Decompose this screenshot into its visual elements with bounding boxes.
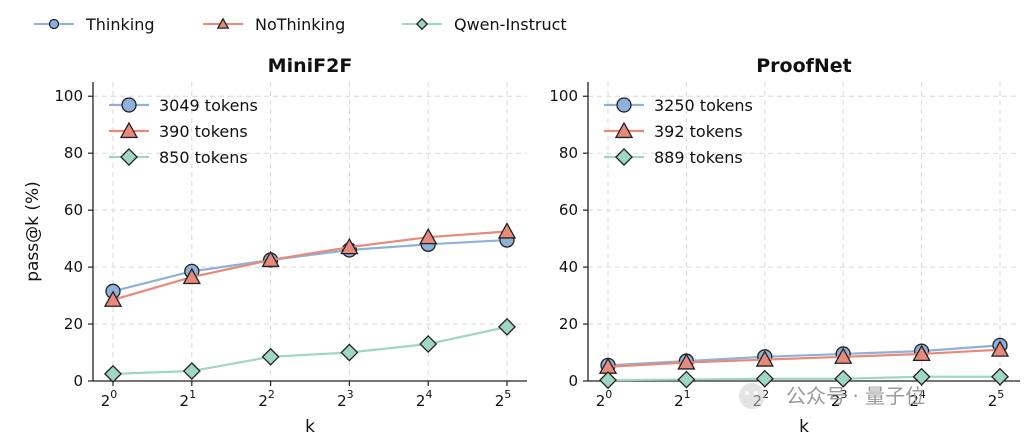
legend-label-0: Thinking [85, 15, 155, 34]
legend-label-1: NoThinking [255, 15, 345, 34]
panel-legend-label: 392 tokens [654, 122, 743, 141]
y-tick-label: 80 [559, 144, 578, 162]
panel-legend-label: 3049 tokens [159, 96, 258, 115]
data-point-qwen-instruct [755, 369, 774, 388]
x-tick-label: 25 [495, 388, 512, 410]
data-point-nothinking [755, 350, 774, 367]
x-tick-label: 21 [180, 388, 197, 410]
data-point-qwen-instruct [419, 335, 438, 353]
y-tick-label: 80 [64, 144, 83, 162]
data-point-qwen-instruct [340, 343, 359, 362]
legend-marker-triangle [216, 17, 230, 29]
chart-title: MiniF2F [268, 55, 353, 77]
data-point-qwen-instruct [261, 347, 280, 366]
panel-legend-label: 3250 tokens [654, 96, 753, 115]
series-line-thinking [112, 238, 508, 293]
minif2f-chart: 0 20 40 60 80 100 20 21 22 23 24 25 MiniF2F k pass@k (… [23, 55, 527, 436]
series-line-nothinking [607, 348, 1001, 368]
y-tick-label: 20 [559, 315, 578, 333]
y-tick-label: 40 [64, 258, 83, 276]
x-tick-label: 23 [337, 388, 354, 410]
data-point-nothinking [990, 340, 1010, 357]
proofnet-chart: 020406080100202122232425ProofNetk3250 to… [549, 55, 1020, 436]
panel-legend-label: 850 tokens [159, 148, 248, 167]
data-point-nothinking [103, 290, 123, 307]
y-tick-label: 60 [64, 201, 83, 219]
data-point-qwen-instruct [912, 367, 931, 386]
panel-legend-marker [121, 97, 137, 113]
data-point-qwen-instruct [104, 364, 122, 383]
x-tick-label: 22 [258, 388, 275, 410]
legend-marker-circle [48, 18, 60, 30]
data-point-qwen-instruct [498, 317, 516, 336]
data-point-nothinking [340, 237, 359, 255]
x-tick-label: 24 [909, 388, 926, 410]
series-line-nothinking [112, 230, 508, 301]
y-axis-label: pass@k (%) [23, 181, 43, 282]
watermark-text: 公众号 · 量子位 [786, 384, 925, 408]
panel-legend-marker [615, 148, 633, 166]
legend-label-2: Qwen-Instruct [454, 15, 567, 34]
x-tick-label: 20 [101, 388, 118, 410]
y-tick-label: 100 [549, 87, 578, 105]
y-tick-label: 20 [64, 315, 83, 333]
data-point-qwen-instruct [991, 367, 1009, 386]
panel-legend-label: 889 tokens [654, 148, 743, 167]
chart-title: ProofNet [756, 55, 852, 77]
top-legend: Thinking NoThinking Qwen-Instruct [34, 15, 567, 34]
data-point-qwen-instruct [677, 370, 696, 389]
panel-legend-marker [616, 97, 632, 113]
x-axis-label: k [799, 417, 809, 436]
data-point-nothinking [677, 353, 696, 370]
y-tick-label: 0 [568, 372, 578, 390]
panel-legend-label: 390 tokens [159, 122, 248, 141]
y-tick-label: 60 [559, 201, 578, 219]
data-point-nothinking [497, 222, 517, 239]
series-line-thinking [607, 344, 1001, 367]
x-tick-label: 23 [831, 388, 848, 410]
data-point-nothinking [261, 250, 280, 268]
panel-legend-marker [614, 121, 634, 139]
data-point-nothinking [419, 227, 438, 245]
series-line-qwen-instruct [112, 325, 508, 375]
data-point-qwen-instruct [834, 369, 853, 388]
watermark-wechat-icon [739, 383, 765, 409]
x-axis-label: k [305, 417, 315, 436]
x-tick-label: 24 [416, 388, 433, 410]
y-tick-label: 100 [54, 87, 83, 105]
x-tick-label: 25 [988, 388, 1005, 410]
series-line-qwen-instruct [607, 375, 1000, 382]
data-point-nothinking [912, 344, 931, 362]
panel-legend-marker [119, 121, 139, 139]
data-point-nothinking [834, 347, 853, 364]
panel-legend-marker [120, 148, 138, 166]
x-tick-label: 21 [674, 388, 691, 410]
x-tick-label: 20 [596, 388, 613, 410]
data-point-nothinking [182, 267, 201, 285]
y-tick-label: 0 [73, 372, 83, 390]
data-point-qwen-instruct [182, 362, 201, 381]
y-tick-label: 40 [559, 258, 578, 276]
data-point-qwen-instruct [599, 371, 617, 390]
legend-marker-diamond [415, 17, 429, 31]
